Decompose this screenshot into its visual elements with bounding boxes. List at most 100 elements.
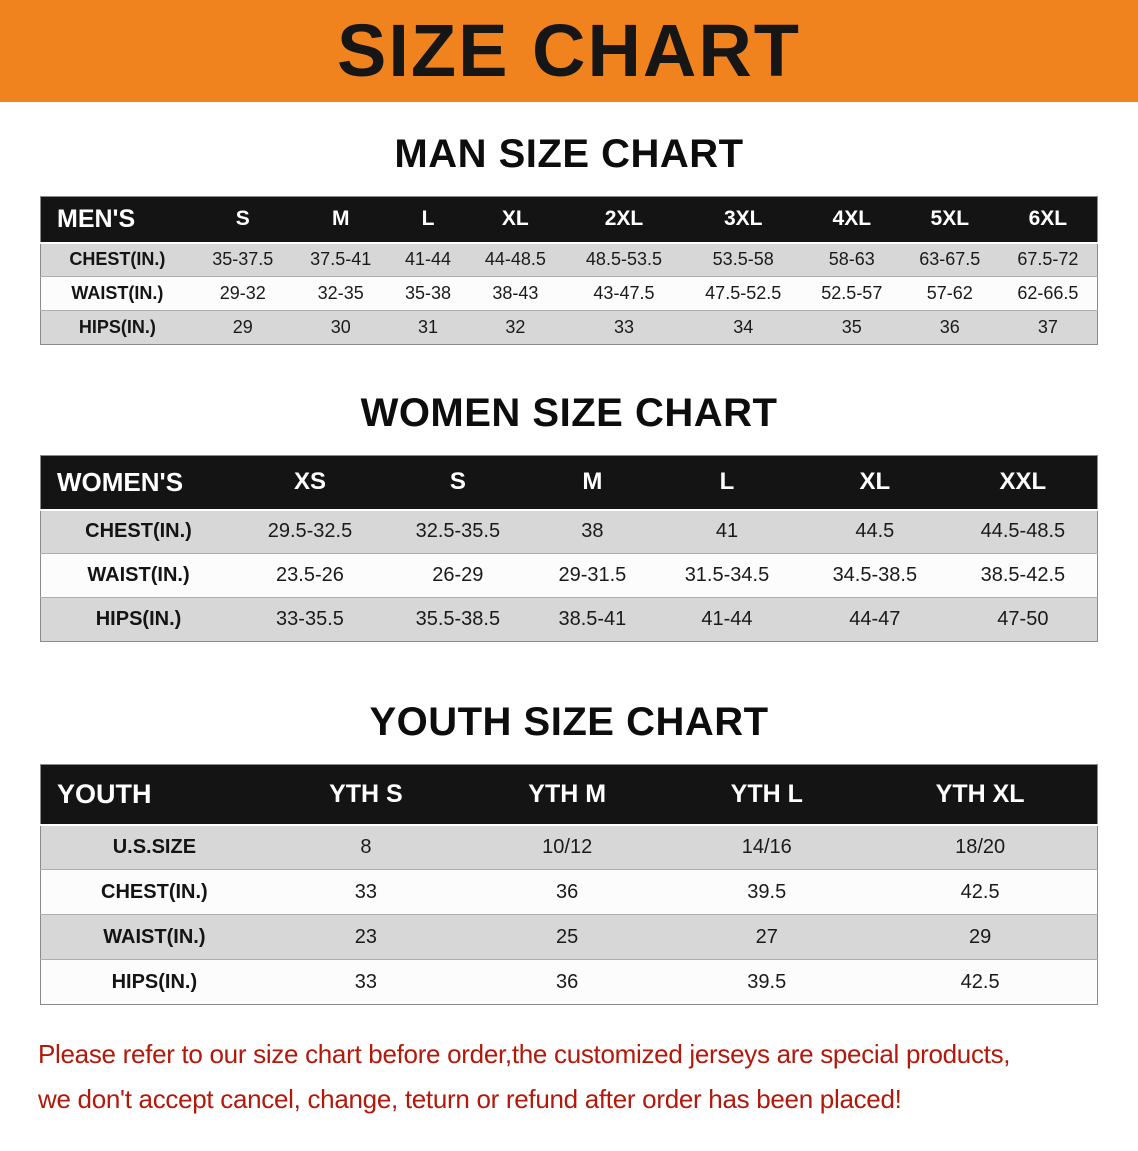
table-row: CHEST(IN.) 33 36 39.5 42.5: [40, 869, 1098, 915]
size-value-cell: 33: [354, 880, 378, 903]
table-row: CHEST(IN.) 29.5-32.5 32.5-35.5 38 41 44.5 44.5…: [40, 509, 1098, 554]
men-size-table: MEN'S S M L XL 2XL 3XL 4XL 5XL 6XL CHEST(IN.) 35-37…: [40, 196, 1098, 345]
size-column-header: S: [449, 468, 466, 496]
size-value-cell: 44-47: [849, 608, 901, 630]
size-value-cell: 57-62: [926, 283, 973, 303]
size-value-cell: 62-66.5: [1017, 283, 1079, 303]
size-value-cell: 34.5-38.5: [832, 564, 918, 586]
row-label: U.S.SIZE: [112, 835, 197, 858]
size-value-cell: 35.5-38.5: [415, 608, 501, 630]
size-value-cell: 27: [755, 925, 778, 948]
size-column-header: 5XL: [930, 207, 970, 231]
size-value-cell: 31.5-34.5: [684, 564, 770, 586]
size-value-cell: 43-47.5: [593, 283, 655, 303]
size-column-header: XS: [293, 468, 326, 496]
size-value-cell: 26-29: [432, 564, 484, 586]
size-value-cell: 38.5-42.5: [980, 564, 1066, 586]
table-row: U.S.SIZE 8 10/12 14/16 18/20: [40, 824, 1098, 870]
table-row: HIPS(IN.) 29 30 31 32 33 34 35 36 37: [40, 310, 1098, 345]
size-column-header: YTH M: [528, 779, 607, 808]
table-row: WAIST(IN.) 23.5-26 26-29 29-31.5 31.5-34.5 34…: [40, 553, 1098, 598]
size-value-cell: 34: [733, 317, 754, 337]
size-value-cell: 41-44: [701, 608, 753, 630]
row-label: WAIST(IN.): [71, 283, 164, 303]
size-column-header: 6XL: [1028, 207, 1068, 231]
size-column-header: 2XL: [604, 207, 644, 231]
size-value-cell: 14/16: [741, 835, 792, 858]
size-value-cell: 36: [556, 970, 579, 993]
size-column-header: XL: [859, 468, 891, 496]
size-column-header: YTH S: [329, 779, 403, 808]
table-title-cell: MEN'S: [57, 204, 136, 233]
table-title-cell: WOMEN'S: [57, 466, 184, 497]
row-label: CHEST(IN.): [101, 880, 208, 903]
table-body: CHEST(IN.) 35-37.5 37.5-41 41-44 44-48.5 48.5…: [40, 242, 1098, 345]
size-column-header: L: [719, 468, 735, 496]
table-header: MEN'S S M L XL 2XL 3XL 4XL 5XL 6XL: [40, 196, 1098, 243]
disclaimer-line-2: we don't accept cancel, change, teturn o…: [38, 1084, 902, 1115]
size-section-women: WOMEN SIZE CHART WOMEN'S XS S M L XL XXL CHEST(I…: [0, 391, 1138, 642]
row-label: CHEST(IN.): [85, 520, 192, 543]
section-heading-men: MAN SIZE CHART: [394, 132, 744, 176]
size-value-cell: 42.5: [960, 970, 1000, 993]
table-header: WOMEN'S XS S M L XL XXL: [40, 455, 1098, 510]
row-label: WAIST(IN.): [103, 925, 206, 948]
size-value-cell: 32-35: [317, 283, 364, 303]
size-column-header: 3XL: [723, 207, 763, 231]
table-row: HIPS(IN.) 33 36 39.5 42.5: [40, 959, 1098, 1005]
size-value-cell: 29-31.5: [558, 564, 627, 586]
size-value-cell: 33: [613, 317, 634, 337]
size-value-cell: 35-37.5: [212, 249, 274, 270]
size-sections: MAN SIZE CHART MEN'S S M L XL 2XL 3XL 4XL 5XL 6XL C…: [0, 132, 1138, 1005]
size-value-cell: 32: [505, 317, 526, 337]
size-value-cell: 38: [581, 520, 604, 543]
size-column-header: XL: [501, 207, 529, 231]
size-value-cell: 41: [715, 520, 739, 543]
size-value-cell: 39.5: [747, 970, 787, 993]
size-value-cell: 18/20: [955, 835, 1006, 858]
size-value-cell: 29-32: [219, 283, 266, 303]
size-value-cell: 48.5-53.5: [585, 249, 662, 270]
size-value-cell: 53.5-58: [712, 249, 774, 270]
disclaimer: Please refer to our size chart before or…: [38, 1037, 1100, 1151]
size-value-cell: 52.5-57: [821, 283, 883, 303]
header-row: WOMEN'S XS S M L XL XXL: [40, 455, 1098, 510]
size-column-header: S: [235, 207, 250, 231]
size-value-cell: 47-50: [997, 608, 1049, 630]
size-value-cell: 30: [330, 317, 351, 337]
size-value-cell: 44.5-48.5: [980, 520, 1066, 543]
table-row: WAIST(IN.) 29-32 32-35 35-38 38-43 43-47.5 47.…: [40, 276, 1098, 311]
section-heading-women: WOMEN SIZE CHART: [360, 391, 778, 435]
header-row: MEN'S S M L XL 2XL 3XL 4XL 5XL 6XL: [40, 196, 1098, 243]
size-value-cell: 67.5-72: [1017, 249, 1079, 270]
table-row: HIPS(IN.) 33-35.5 35.5-38.5 38.5-41 41-44 44-…: [40, 597, 1098, 642]
size-value-cell: 31: [418, 317, 439, 337]
table-header: YOUTH YTH S YTH M YTH L YTH XL: [40, 764, 1098, 825]
size-value-cell: 29: [968, 925, 992, 948]
page-title: SIZE CHART: [337, 9, 801, 92]
row-label: CHEST(IN.): [69, 249, 166, 270]
size-value-cell: 32.5-35.5: [415, 520, 501, 543]
size-value-cell: 33-35.5: [276, 608, 344, 630]
row-label: WAIST(IN.): [87, 564, 190, 586]
size-value-cell: 29.5-32.5: [267, 520, 353, 543]
size-value-cell: 44.5: [855, 520, 895, 543]
size-value-cell: 44-48.5: [484, 249, 546, 270]
size-value-cell: 33: [354, 970, 378, 993]
size-column-header: XXL: [999, 468, 1047, 496]
size-value-cell: 63-67.5: [919, 249, 981, 270]
size-value-cell: 23.5-26: [276, 564, 344, 586]
table-row: CHEST(IN.) 35-37.5 37.5-41 41-44 44-48.5 48.5…: [40, 242, 1098, 277]
size-value-cell: 37: [1037, 317, 1058, 337]
size-value-cell: 41-44: [405, 249, 452, 270]
size-section-men: MAN SIZE CHART MEN'S S M L XL 2XL 3XL 4XL 5XL 6XL C…: [0, 132, 1138, 345]
section-heading-youth: YOUTH SIZE CHART: [369, 700, 769, 744]
size-value-cell: 23: [354, 925, 378, 948]
size-value-cell: 10/12: [542, 835, 593, 858]
size-column-header: 4XL: [832, 207, 872, 231]
banner: SIZE CHART: [0, 0, 1138, 102]
row-label: HIPS(IN.): [95, 608, 182, 630]
size-value-cell: 37.5-41: [310, 249, 372, 270]
disclaimer-line-1: Please refer to our size chart before or…: [38, 1039, 1011, 1069]
